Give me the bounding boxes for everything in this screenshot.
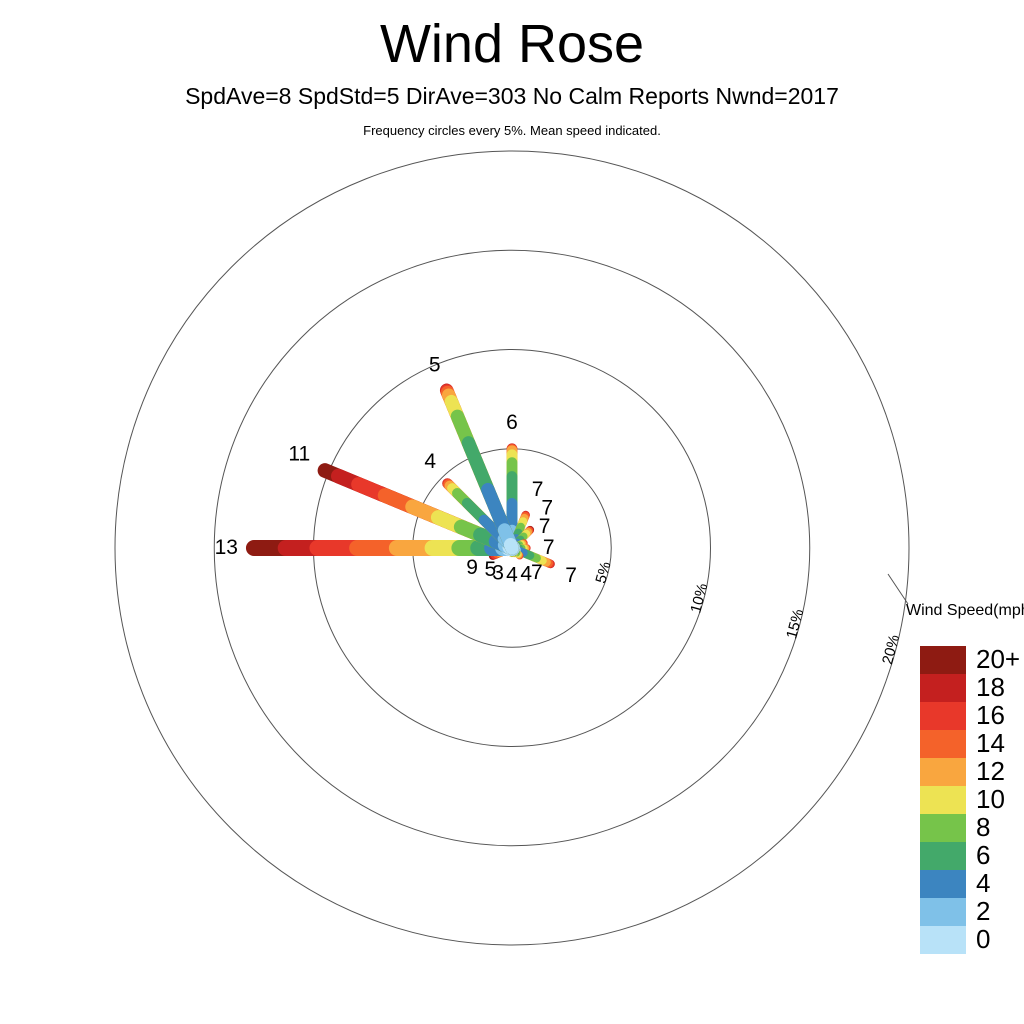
legend-swatch-14[interactable] xyxy=(920,730,966,758)
petal-segment xyxy=(503,537,519,555)
chart-subtitle: SpdAve=8 SpdStd=5 DirAve=303 No Calm Rep… xyxy=(185,83,839,109)
legend-label-10: 10 xyxy=(976,784,1005,814)
ring-label-20%: 20% xyxy=(879,633,903,666)
legend-swatch-16[interactable] xyxy=(920,702,966,730)
wind-petals xyxy=(245,383,555,569)
petal-mean-speed-label-N: 6 xyxy=(506,411,518,434)
legend-swatch-6[interactable] xyxy=(920,842,966,870)
legend-swatch-0[interactable] xyxy=(920,926,966,954)
chart-note: Frequency circles every 5%. Mean speed i… xyxy=(363,123,661,138)
legend-label-16: 16 xyxy=(976,700,1005,730)
petal-mean-speed-label-SW: 5 xyxy=(485,558,497,581)
petal-mean-speed-label-NE: 7 xyxy=(541,497,553,520)
frequency-ring-15% xyxy=(213,249,811,847)
legend-label-8: 8 xyxy=(976,812,990,842)
ring-label-5%: 5% xyxy=(593,560,615,585)
ring-labels: 5% 10% 15% 20% xyxy=(593,560,904,666)
legend-label-4: 4 xyxy=(976,868,990,898)
petal-NNW xyxy=(439,383,519,555)
frequency-ring-20% xyxy=(114,150,910,946)
petal-mean-speed-label-ESE: 7 xyxy=(565,564,577,587)
page-title: Wind Rose xyxy=(380,14,644,74)
legend-label-20plus: 20+ xyxy=(976,644,1020,674)
petal-mean-speed-label-SSE: 4 xyxy=(520,562,532,585)
petal-mean-speed-label-WNW: 11 xyxy=(288,442,310,465)
petal-mean-speed-label-W: 13 xyxy=(215,536,238,559)
petal-mean-speed-label-SE: 7 xyxy=(531,561,543,584)
petal-mean-speed-label-SSW: 3 xyxy=(492,561,504,584)
ring-label-15%: 15% xyxy=(783,607,807,640)
legend-label-6: 6 xyxy=(976,840,990,870)
legend-label-0: 0 xyxy=(976,924,990,954)
legend-swatch-4[interactable] xyxy=(920,870,966,898)
petal-mean-speed-label-NNE: 7 xyxy=(532,478,544,501)
frequency-rings xyxy=(114,150,910,946)
petal-mean-speed-label-WSW: 9 xyxy=(466,556,478,579)
legend-swatch-20plus[interactable] xyxy=(920,646,966,674)
petal-mean-speed-label-S: 4 xyxy=(506,564,518,587)
petal-mean-speed-label-NNW: 5 xyxy=(429,354,441,377)
legend-leader-line xyxy=(887,573,909,605)
petal-mean-speed-label-NW: 4 xyxy=(424,450,436,473)
legend-swatch-18[interactable] xyxy=(920,674,966,702)
legend-swatch-8[interactable] xyxy=(920,814,966,842)
petal-mean-speed-label-ENE: 7 xyxy=(539,515,551,538)
legend-swatch-12[interactable] xyxy=(920,758,966,786)
legend-swatch-2[interactable] xyxy=(920,898,966,926)
legend-label-2: 2 xyxy=(976,896,990,926)
petal-mean-speed-label-E: 7 xyxy=(543,536,555,559)
legend-swatch-10[interactable] xyxy=(920,786,966,814)
legend-label-14: 14 xyxy=(976,728,1005,758)
legend-title: Wind Speed(mph) xyxy=(906,602,1024,619)
legend-label-12: 12 xyxy=(976,756,1005,786)
ring-label-10%: 10% xyxy=(687,582,711,615)
legend-label-18: 18 xyxy=(976,672,1005,702)
